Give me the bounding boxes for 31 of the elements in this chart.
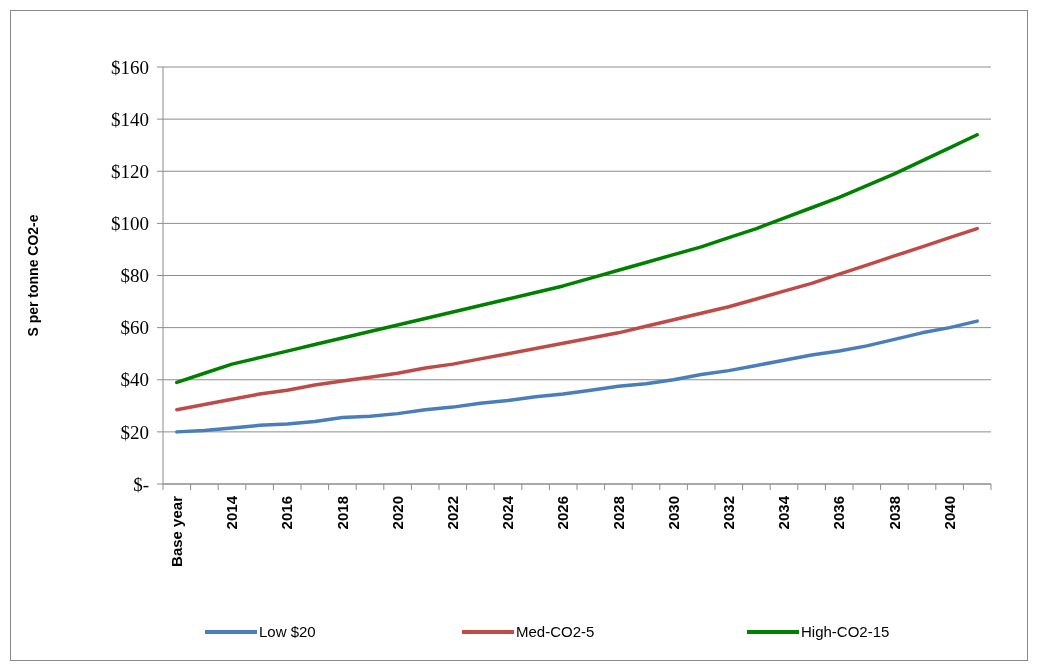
y-tick-label: $60 [120, 317, 149, 339]
x-tick-label: Base year [168, 495, 186, 567]
x-tick-label: 2028 [609, 496, 627, 530]
x-tick-label: 2014 [223, 495, 241, 530]
x-tick-label: 2020 [388, 496, 406, 530]
x-tick-label: 2032 [720, 496, 738, 530]
x-tick-label: 2018 [333, 496, 351, 530]
legend-label: Low $20 [259, 623, 316, 641]
y-tick-label: $- [133, 473, 149, 495]
x-tick-label: 2024 [499, 495, 517, 530]
y-tick-label: $140 [111, 108, 149, 130]
x-tick-label: 2036 [830, 496, 848, 530]
line-series [175, 133, 979, 385]
y-axis-title: S per tonne CO2-e [25, 214, 41, 337]
x-tick-label: 2038 [885, 496, 903, 530]
legend-label: Med-CO2-5 [516, 623, 595, 641]
legend-label: High-CO2-15 [801, 623, 890, 641]
y-tick-label: $80 [120, 265, 149, 287]
x-tick-label: 2022 [444, 496, 462, 530]
y-tick-label: $120 [111, 160, 149, 182]
x-tick-label: 2034 [775, 495, 793, 530]
line-series [175, 319, 979, 434]
x-tick-label: 2016 [278, 496, 296, 530]
x-tick-label: 2040 [940, 496, 958, 530]
y-tick-label: $100 [111, 213, 149, 235]
y-tick-label: $20 [120, 421, 149, 443]
x-tick-label: 2030 [664, 496, 682, 530]
y-tick-label: $160 [111, 56, 149, 78]
y-tick-label: $40 [120, 369, 149, 391]
line-series [175, 226, 979, 412]
x-tick-label: 2026 [554, 496, 572, 530]
